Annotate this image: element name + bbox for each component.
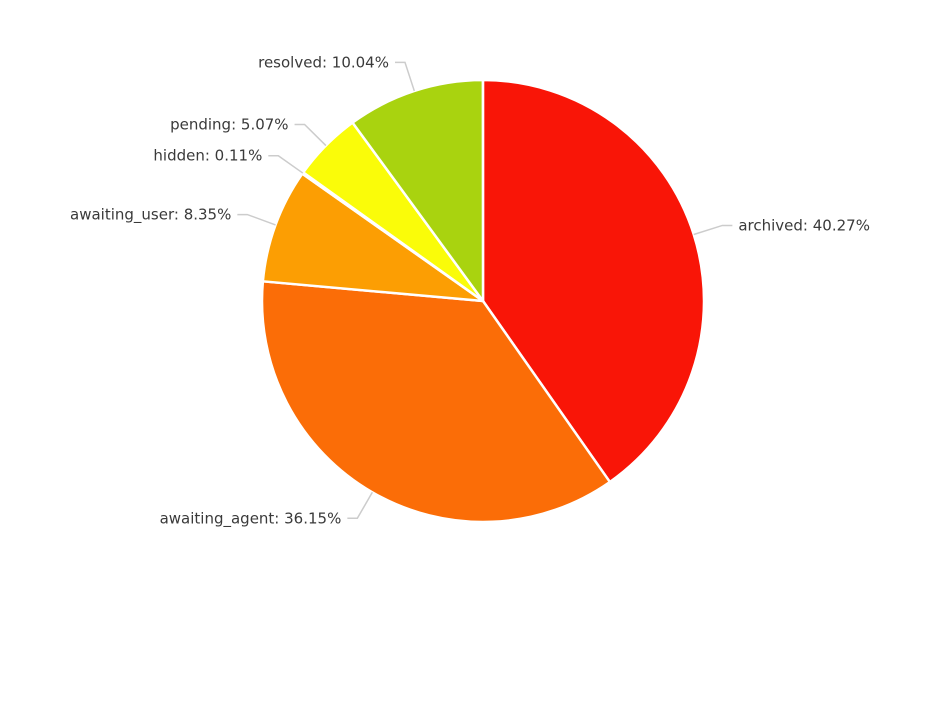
slice-label-awaiting_user: awaiting_user: 8.35% [70,206,231,225]
label-leader-archived [693,224,733,236]
slice-label-awaiting_agent: awaiting_agent: 36.15% [160,509,342,528]
label-leader-awaiting_agent [347,491,374,520]
pie-chart: archived: 40.27% awaiting_agent: 36.15% aw… [70,53,870,528]
pie-slice-awaiting_agent[interactable] [260,280,612,524]
pie-svg: archived: 40.27% awaiting_agent: 36.15% aw… [70,53,870,528]
slice-label-archived: archived: 40.27% [738,216,870,234]
pie-slice-archived[interactable] [481,78,706,484]
slice-label-hidden: hidden: 0.11% [153,147,262,165]
legend: Tickets archived 381 awaiting_agent 342 … [0,630,934,728]
label-leader-pending [294,123,327,147]
label-leader-resolved [394,61,416,92]
slice-label-pending: pending: 5.07% [170,115,288,133]
label-leader-awaiting_user [237,213,276,226]
label-leader-hidden [268,154,304,174]
slice-label-resolved: resolved: 10.04% [258,53,389,71]
